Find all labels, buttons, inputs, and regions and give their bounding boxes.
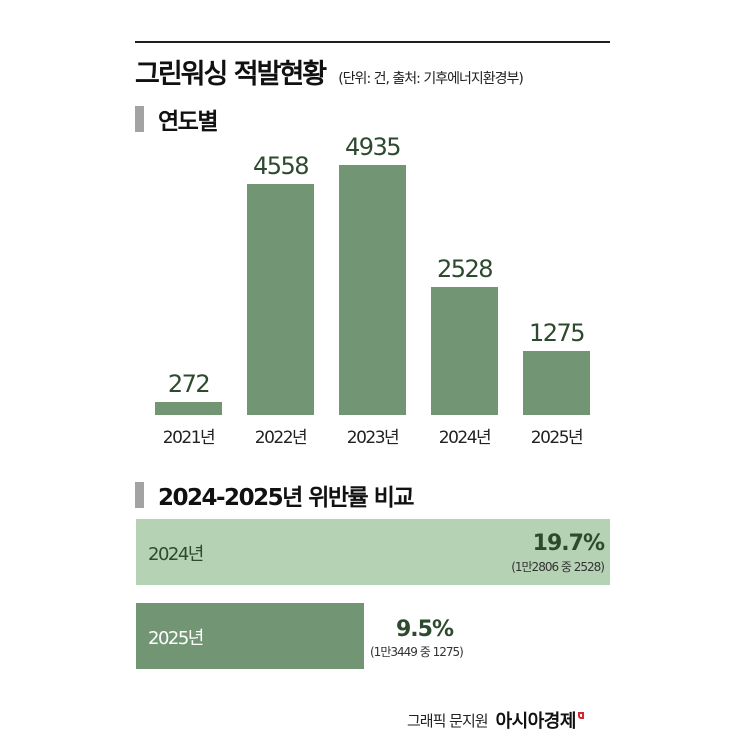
bar-rect (431, 287, 498, 415)
compare-row-2025: 2025년 9.5% (1만3449 중 1275) (136, 603, 610, 669)
compare-bar-2025 (136, 603, 364, 669)
chart-title: 그린워싱 적발현황 (단위: 건, 출처: 기후에너지환경부) (135, 52, 524, 91)
bar-value: 272 (167, 370, 211, 398)
compare-year: 2025년 (148, 628, 204, 649)
logo-mark-icon (577, 711, 584, 719)
bar-value: 1275 (528, 319, 586, 347)
x-label-2021: 2021년 (162, 428, 216, 448)
bar-rect (247, 184, 314, 415)
x-label-2024: 2024년 (438, 428, 492, 448)
bar-value: 4558 (252, 152, 310, 180)
bar-rect (155, 402, 222, 415)
x-label-2023: 2023년 (346, 428, 400, 448)
section-compare-label: 2024-2025년 위반률 비교 (158, 485, 415, 511)
title-main: 그린워싱 적발현황 (135, 59, 327, 90)
title-unit-source: (단위: 건, 출처: 기후에너지환경부) (338, 71, 524, 87)
publisher-logo: 아시아경제 (495, 711, 577, 732)
bar-value: 4935 (344, 133, 402, 161)
top-rule (135, 41, 610, 43)
bar-value: 2528 (436, 255, 494, 283)
graphic-credit: 그래픽 문지원 (407, 711, 489, 730)
section-yearly-header: 연도별 (135, 102, 218, 136)
bar-rect (339, 165, 406, 415)
compare-percent: 9.5% (396, 617, 454, 642)
compare-row-2024: 2024년 19.7% (1만2806 중 2528) (136, 519, 610, 585)
compare-year: 2024년 (148, 544, 204, 565)
compare-detail: (1만2806 중 2528) (511, 560, 605, 574)
x-label-2025: 2025년 (530, 428, 584, 448)
bar-rect (523, 351, 590, 415)
section-marker-icon (135, 106, 144, 132)
credit: 그래픽 문지원 아시아경제 (407, 707, 584, 733)
section-yearly-label: 연도별 (158, 109, 218, 135)
yearly-bar-chart: 272 4558 4935 2528 1275 2021년 2022년 2023… (140, 133, 610, 450)
compare-detail: (1만3449 중 1275) (370, 645, 464, 659)
section-compare-header: 2024-2025년 위반률 비교 (135, 478, 415, 512)
compare-percent: 19.7% (532, 531, 605, 556)
section-marker-icon (135, 482, 144, 508)
compare-bar-2024 (136, 519, 610, 585)
x-label-2022: 2022년 (254, 428, 308, 448)
